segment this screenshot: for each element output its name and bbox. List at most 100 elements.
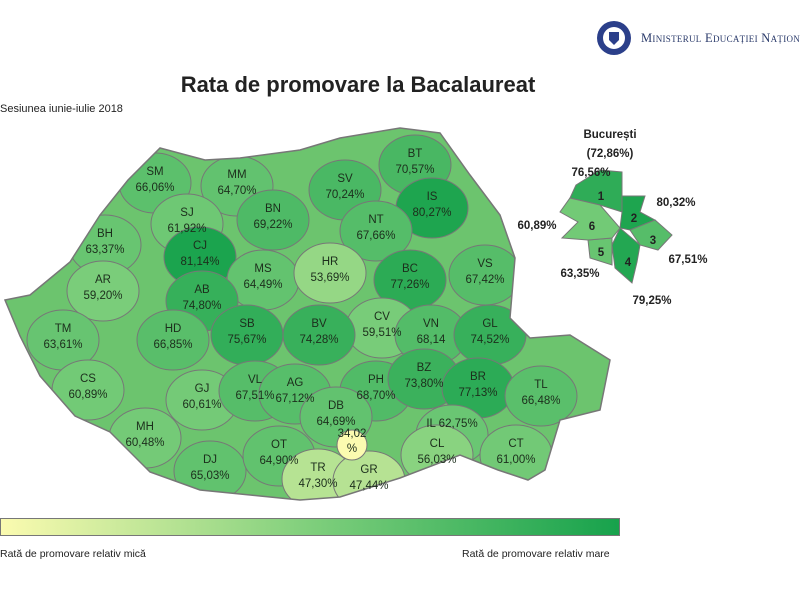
county-code: NT — [368, 214, 383, 226]
county-code: CT — [508, 438, 523, 450]
county-value: 60,61% — [182, 399, 221, 411]
county-value: 66,06% — [135, 182, 174, 194]
county-code: SB — [239, 318, 255, 330]
county-code: SM — [146, 166, 163, 178]
county-code: CL — [430, 438, 445, 450]
county-value: 64,69% — [316, 416, 355, 428]
county-code: GL — [482, 318, 498, 330]
county-value: 59,51% — [362, 327, 401, 339]
sector-region-2 — [619, 195, 657, 231]
sector-number: 3 — [650, 235, 656, 247]
county-region-bv — [282, 304, 356, 366]
county-value: 77,26% — [390, 279, 429, 291]
county-code: BR — [470, 371, 486, 383]
county-region-tl — [504, 365, 578, 427]
county-code: AR — [95, 274, 111, 286]
county-value: 67,51% — [235, 390, 274, 402]
county-region-nt — [339, 200, 413, 262]
county-code: MM — [227, 169, 246, 181]
county-code: DJ — [203, 454, 217, 466]
county-value: 60,89% — [68, 389, 107, 401]
county-region-dj — [173, 440, 247, 500]
county-value: 70,57% — [395, 164, 434, 176]
legend-high-label: Rată de promovare relativ mare — [462, 548, 610, 560]
sector-number: 2 — [631, 213, 637, 225]
county-value: 60,48% — [125, 437, 164, 449]
county-value: 74,80% — [182, 300, 221, 312]
ministry-name: Ministerul Educației Naționale — [641, 31, 800, 45]
sector-number: 5 — [598, 247, 605, 259]
sector-value: 60,89% — [517, 220, 556, 232]
county-value: 53,69% — [310, 272, 349, 284]
county-code: DB — [328, 400, 344, 412]
sector-value: 67,51% — [668, 254, 707, 266]
county-code: CS — [80, 373, 96, 385]
sector-value: 79,25% — [632, 295, 671, 307]
county-value: 81,14% — [180, 256, 219, 268]
sector-value: 63,35% — [560, 268, 599, 280]
county-code: BZ — [417, 362, 432, 374]
county-code: TL — [534, 379, 548, 391]
county-code: GJ — [195, 383, 210, 395]
county-code: MH — [136, 421, 154, 433]
sector-number: 1 — [598, 191, 605, 203]
map-title: Rata de promovare la Bacalaureat — [180, 72, 536, 97]
bucharest-inset: București (72,86%) 1 76,56% 2 80,32% 3 67,51%… — [517, 129, 707, 307]
bucharest-title: București — [583, 129, 636, 141]
county-value: 69,22% — [253, 219, 292, 231]
county-value: 77,13% — [458, 387, 497, 399]
government-seal-logo — [597, 21, 631, 55]
county-value: 59,20% — [83, 290, 122, 302]
county-value: 73,80% — [404, 378, 443, 390]
county-value: 63,61% — [43, 339, 82, 351]
county-code: AB — [194, 284, 210, 296]
sector-value: 80,32% — [656, 197, 695, 209]
county-code: VN — [423, 318, 439, 330]
county-value: 67,66% — [356, 230, 395, 242]
county-code: BN — [265, 203, 281, 215]
county-code: BC — [402, 263, 418, 275]
sector-region-6 — [559, 197, 621, 241]
county-value: 64,70% — [217, 185, 256, 197]
county-code: GR — [360, 464, 377, 476]
legend-low-label: Rată de promovare relativ mică — [0, 548, 146, 560]
county-region-hd — [136, 309, 210, 371]
county-value: 74,52% — [470, 334, 509, 346]
county-code: SJ — [180, 207, 193, 219]
county-value: 61,92% — [167, 223, 206, 235]
county-value: 70,24% — [325, 189, 364, 201]
county-code: MS — [254, 263, 272, 275]
county-value: 80,27% — [412, 207, 451, 219]
sector-number: 4 — [625, 257, 632, 269]
sector-value: 76,56% — [571, 167, 610, 179]
sector-region-3 — [629, 219, 673, 251]
county-region-if — [336, 429, 368, 461]
bucharest-total: (72,86%) — [587, 148, 634, 160]
county-value: 65,03% — [190, 470, 229, 482]
county-code: VL — [248, 374, 263, 386]
county-value: 47,44% — [349, 480, 388, 492]
county-value: 34,02% — [338, 428, 367, 455]
county-code: HR — [322, 256, 339, 268]
county-region-ar — [66, 260, 140, 322]
county-code: SV — [337, 173, 353, 185]
county-value: 67,12% — [275, 393, 314, 405]
county-value: 66,48% — [521, 395, 560, 407]
county-value: 68,70% — [356, 390, 395, 402]
county-code: CJ — [193, 240, 207, 252]
map-subtitle: Sesiunea iunie-iulie 2018 — [0, 103, 123, 115]
county-code: CV — [374, 311, 390, 323]
county-value: 66,85% — [153, 339, 192, 351]
county-code: BH — [97, 228, 113, 240]
county-value: 74,28% — [299, 334, 338, 346]
county-code: BV — [311, 318, 327, 330]
county-code: TR — [310, 462, 325, 474]
county-value: 64,49% — [243, 279, 282, 291]
county-code: IS — [427, 191, 438, 203]
county-region-hr — [293, 242, 367, 304]
county-value: 56,03% — [417, 454, 456, 466]
county-code: BT — [408, 148, 423, 160]
county-value: 68,14 — [417, 334, 446, 346]
county-code: HD — [165, 323, 182, 335]
